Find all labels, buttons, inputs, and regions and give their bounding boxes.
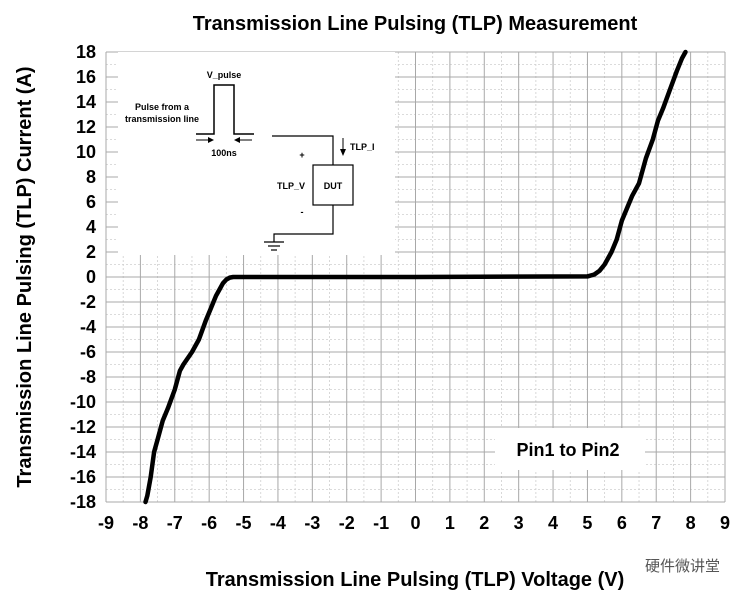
tlp-circuit-inset: V_pulse Pulse from a transmission line 1… xyxy=(118,52,395,255)
annotation-label: Pin1 to Pin2 xyxy=(516,440,619,460)
x-tick-label: 6 xyxy=(617,513,627,533)
x-tick-label: -6 xyxy=(201,513,217,533)
pulse-source-label-1: Pulse from a xyxy=(135,102,190,112)
circuit-wire-top xyxy=(272,135,334,165)
x-tick-label: 0 xyxy=(410,513,420,533)
y-tick-label: -6 xyxy=(80,342,96,362)
minus-sign: - xyxy=(301,207,304,217)
x-tick-label: 2 xyxy=(479,513,489,533)
y-tick-label: -10 xyxy=(70,392,96,412)
x-tick-label: 4 xyxy=(548,513,558,533)
y-tick-label: 12 xyxy=(76,117,96,137)
plus-sign: + xyxy=(299,150,304,160)
y-tick-label: -2 xyxy=(80,292,96,312)
y-tick-label: -16 xyxy=(70,467,96,487)
x-tick-label: -1 xyxy=(373,513,389,533)
x-tick-label: 3 xyxy=(514,513,524,533)
y-tick-label: -14 xyxy=(70,442,96,462)
annotation-box: Pin1 to Pin2 xyxy=(495,428,645,470)
circuit-wire-bottom xyxy=(273,205,334,242)
v-pulse-label: V_pulse xyxy=(207,70,242,80)
x-tick-label: 7 xyxy=(651,513,661,533)
x-tick-label: -4 xyxy=(270,513,286,533)
watermark-text: 硬件微讲堂 xyxy=(640,553,724,578)
x-tick-label: -3 xyxy=(304,513,320,533)
y-tick-label: -18 xyxy=(70,492,96,512)
pulse-waveform xyxy=(196,84,254,135)
x-tick-label: -8 xyxy=(132,513,148,533)
current-arrowhead xyxy=(340,149,346,156)
y-tick-label: -8 xyxy=(80,367,96,387)
x-axis-title: Transmission Line Pulsing (TLP) Voltage … xyxy=(206,569,625,591)
x-tick-label: 8 xyxy=(686,513,696,533)
y-tick-label: 6 xyxy=(86,192,96,212)
x-tick-label: -7 xyxy=(167,513,183,533)
y-tick-label: 10 xyxy=(76,142,96,162)
series-line-pin1-to-pin2 xyxy=(143,49,688,505)
dut-label: DUT xyxy=(324,181,343,191)
y-tick-label: 4 xyxy=(86,217,96,237)
x-tick-label: 9 xyxy=(720,513,730,533)
width-arrowhead-left xyxy=(208,137,214,143)
y-tick-label: 8 xyxy=(86,167,96,187)
y-tick-labels: -18 -16 -14 -12 -10 -8 -6 -4 -2 0 2 4 6 8 10 12 14 16 18 xyxy=(70,42,96,512)
pulse-width-label: 100ns xyxy=(211,148,237,158)
grid xyxy=(105,51,726,503)
width-arrowhead-right xyxy=(234,137,240,143)
y-tick-label: 14 xyxy=(76,92,96,112)
x-tick-label: -2 xyxy=(339,513,355,533)
pulse-source-label-2: transmission line xyxy=(125,114,199,124)
x-tick-label: -9 xyxy=(98,513,114,533)
x-tick-label: 1 xyxy=(445,513,455,533)
chart-title: Transmission Line Pulsing (TLP) Measurem… xyxy=(193,13,638,35)
annotation-background xyxy=(495,428,645,470)
y-tick-label: 16 xyxy=(76,67,96,87)
x-tick-label: -5 xyxy=(236,513,252,533)
inset-background xyxy=(118,52,395,255)
x-tick-labels: -9 -8 -7 -6 -5 -4 -3 -2 -1 0 1 2 3 4 5 6 7 8 9 xyxy=(98,513,730,533)
y-tick-label: -12 xyxy=(70,417,96,437)
y-tick-label: 0 xyxy=(86,267,96,287)
x-tick-label: 5 xyxy=(582,513,592,533)
y-tick-label: 18 xyxy=(76,42,96,62)
y-tick-label: 2 xyxy=(86,242,96,262)
tlp-i-label: TLP_I xyxy=(350,142,375,152)
tlp-v-label: TLP_V xyxy=(277,181,305,191)
y-tick-label: -4 xyxy=(80,317,96,337)
y-axis-title: Transmission Line Pulsing (TLP) Current … xyxy=(14,66,36,487)
